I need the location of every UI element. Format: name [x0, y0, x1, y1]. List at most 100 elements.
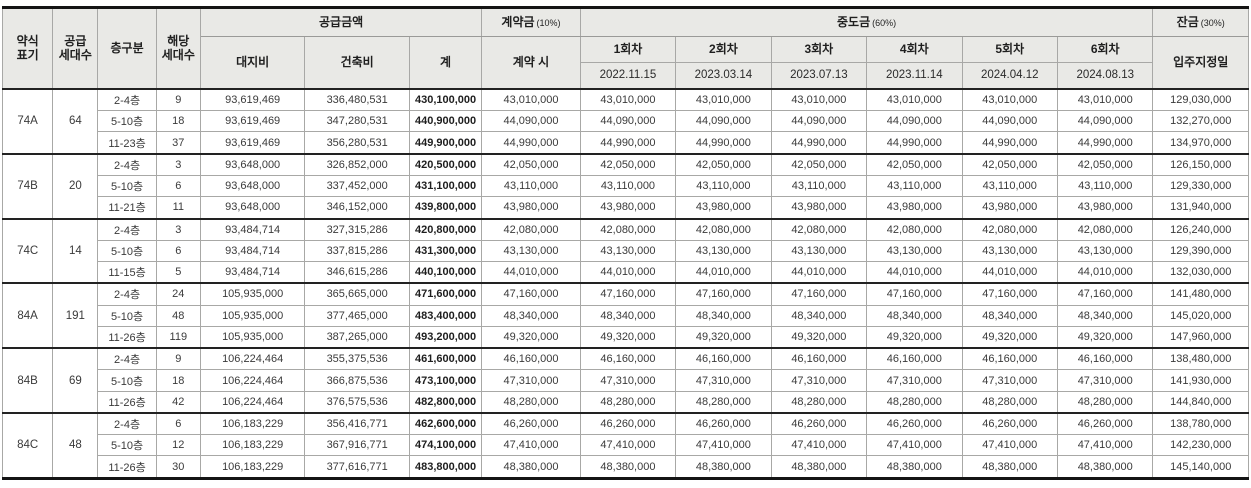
cell-installment-2: 43,130,000 [675, 239, 772, 263]
cell-floor-range: 11-15층 [97, 261, 157, 284]
cell-floor-range: 2-4층 [97, 152, 157, 177]
cell-total: 483,800,000 [408, 455, 483, 479]
cell-land-cost: 106,183,229 [199, 455, 306, 479]
cell-supply-units: 48 [52, 411, 99, 479]
table-row: 84A 191 2-4층 24 105,935,000 365,665,000 471,60… [1, 282, 1249, 349]
cell-installment-5: 46,260,000 [961, 411, 1058, 436]
cell-installment-5: 44,990,000 [961, 131, 1058, 155]
pricing-table: 약식 표기 공급 세대수 층구분 해당 세대수 공급금액 계약금 (10%) 중도… [1, 6, 1249, 480]
cell-installment-4: 46,160,000 [866, 347, 963, 371]
cell-balance: 141,480,000 [1152, 282, 1249, 306]
cell-unit-count: 6 [155, 239, 201, 263]
cell-installment-6: 48,380,000 [1056, 455, 1154, 479]
cell-unit-count: 12 [155, 434, 201, 457]
header-balance-label: 잔금 [1176, 14, 1199, 29]
cell-installment-1: 47,310,000 [579, 369, 677, 392]
cell-installment-1: 47,410,000 [579, 434, 677, 457]
header-total: 계 [408, 36, 483, 90]
cell-installment-4: 48,280,000 [866, 390, 963, 414]
cell-installment-1: 43,110,000 [579, 175, 677, 198]
cell-floor-range: 2-4층 [97, 347, 157, 371]
table-row: 74C 14 2-4층 3 93,484,714 327,315,286 420,800,0… [1, 217, 1249, 284]
cell-total: 440,900,000 [408, 110, 483, 133]
cell-installment-6: 43,130,000 [1056, 239, 1154, 263]
table-row: 74B 20 2-4층 3 93,648,000 326,852,000 420,500,0… [1, 152, 1249, 220]
cell-installment-2: 44,090,000 [675, 110, 772, 133]
cell-total: 471,600,000 [408, 282, 483, 306]
header-unit-count: 해당 세대수 [155, 7, 201, 90]
header-installment-6-date: 2024.08.13 [1056, 62, 1154, 90]
cell-unit-count: 11 [155, 196, 201, 220]
cell-installment-1: 44,010,000 [579, 261, 677, 284]
cell-unit-count: 18 [155, 369, 201, 392]
cell-installment-5: 44,090,000 [961, 110, 1058, 133]
cell-installment-6: 42,080,000 [1056, 217, 1154, 241]
cell-installment-3: 43,980,000 [770, 196, 868, 220]
cell-floor-range: 2-4층 [97, 282, 157, 306]
cell-unit-count: 24 [155, 282, 201, 306]
cell-total: 420,800,000 [408, 217, 483, 241]
cell-installment-2: 43,010,000 [675, 88, 772, 112]
cell-installment-3: 48,340,000 [770, 304, 868, 327]
cell-installment-4: 43,110,000 [866, 175, 963, 198]
cell-installment-5: 44,010,000 [961, 261, 1058, 284]
cell-installment-3: 43,130,000 [770, 239, 868, 263]
cell-contract-payment: 47,410,000 [481, 434, 581, 457]
cell-floor-range: 11-26층 [97, 455, 157, 479]
cell-construction-cost: 326,852,000 [304, 152, 410, 177]
cell-installment-4: 48,380,000 [866, 455, 963, 479]
cell-installment-2: 47,160,000 [675, 282, 772, 306]
table-row: 11-26층 42 106,224,464 376,575,536 482,800,00… [3, 390, 1249, 414]
cell-installment-3: 43,010,000 [770, 88, 868, 112]
header-installment-5: 5회차 [961, 36, 1058, 63]
cell-unit-count: 5 [155, 261, 201, 284]
table-row: 11-23층 37 93,619,469 356,280,531 449,900,000… [3, 131, 1249, 155]
cell-installment-5: 48,380,000 [961, 455, 1058, 479]
header-supply-amount-group: 공급금액 [199, 7, 483, 37]
cell-installment-2: 48,280,000 [675, 390, 772, 414]
cell-installment-4: 47,160,000 [866, 282, 963, 306]
table-row: 5-10층 18 93,619,469 347,280,531 440,900,000 4… [3, 110, 1249, 133]
cell-installment-3: 42,080,000 [770, 217, 868, 241]
table-row: 11-26층 30 106,183,229 377,616,771 483,800,00… [3, 455, 1249, 479]
cell-total: 461,600,000 [408, 347, 483, 371]
cell-installment-6: 43,010,000 [1056, 88, 1154, 112]
cell-installment-3: 44,010,000 [770, 261, 868, 284]
cell-installment-5: 42,050,000 [961, 152, 1058, 177]
cell-unit-count: 3 [155, 152, 201, 177]
cell-land-cost: 106,183,229 [199, 411, 306, 436]
cell-floor-range: 5-10층 [97, 369, 157, 392]
cell-land-cost: 93,484,714 [199, 217, 306, 241]
cell-installment-2: 47,310,000 [675, 369, 772, 392]
header-installment-4: 4회차 [866, 36, 963, 63]
cell-installment-6: 46,160,000 [1056, 347, 1154, 371]
cell-balance: 145,140,000 [1152, 455, 1249, 479]
header-installment-3-date: 2023.07.13 [770, 62, 868, 90]
cell-land-cost: 93,484,714 [199, 261, 306, 284]
cell-installment-5: 46,160,000 [961, 347, 1058, 371]
cell-installment-1: 48,340,000 [579, 304, 677, 327]
cell-installment-6: 47,410,000 [1056, 434, 1154, 457]
cell-installment-6: 44,010,000 [1056, 261, 1154, 284]
cell-construction-cost: 346,615,286 [304, 261, 410, 284]
cell-installment-2: 43,980,000 [675, 196, 772, 220]
table-row: 84B 69 2-4층 9 106,224,464 355,375,536 461,600,… [1, 347, 1249, 414]
cell-contract-payment: 44,010,000 [481, 261, 581, 284]
cell-type-abbr: 74A [1, 88, 54, 155]
cell-balance: 134,970,000 [1152, 131, 1249, 155]
cell-total: 482,800,000 [408, 390, 483, 414]
cell-installment-2: 42,080,000 [675, 217, 772, 241]
cell-total: 483,400,000 [408, 304, 483, 327]
cell-unit-count: 42 [155, 390, 201, 414]
cell-installment-6: 48,280,000 [1056, 390, 1154, 414]
cell-installment-6: 48,340,000 [1056, 304, 1154, 327]
cell-installment-1: 44,090,000 [579, 110, 677, 133]
cell-installment-1: 49,320,000 [579, 325, 677, 349]
cell-land-cost: 93,619,469 [199, 131, 306, 155]
cell-installment-3: 47,410,000 [770, 434, 868, 457]
cell-total: 493,200,000 [408, 325, 483, 349]
cell-floor-range: 11-26층 [97, 325, 157, 349]
cell-installment-2: 46,260,000 [675, 411, 772, 436]
cell-floor-range: 5-10층 [97, 239, 157, 263]
